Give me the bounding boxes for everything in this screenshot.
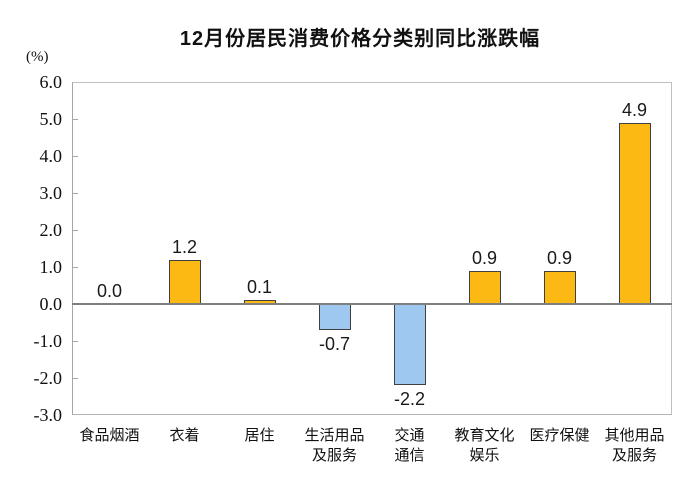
x-tick-label-line: 通信	[394, 447, 425, 464]
x-tick-label-line: 娱乐	[469, 447, 500, 464]
plot-area	[72, 82, 672, 415]
bar-value-label: -2.2	[393, 389, 426, 410]
x-tick-label-line: 医疗保健	[529, 427, 590, 444]
y-tick-mark	[72, 378, 78, 379]
x-tick-label-line: 交通	[394, 427, 425, 444]
bar-医疗保健	[543, 270, 576, 304]
bar-value-label: -0.7	[318, 333, 351, 354]
x-tick-label-line: 及服务	[311, 447, 357, 464]
x-tick-label-其他用品及服务: 其他用品 及服务	[589, 426, 681, 466]
zero-line	[72, 303, 672, 305]
y-axis-unit-label: (%)	[26, 49, 49, 65]
y-tick-label: 1.0	[39, 257, 63, 277]
y-tick-label: 4.0	[39, 146, 63, 166]
x-tick-label-衣着: 衣着	[139, 426, 231, 446]
bar-教育文化娱乐	[468, 270, 501, 304]
x-tick-label-教育文化娱乐: 教育文化 娱乐	[439, 426, 531, 466]
x-tick-label-line: 衣着	[169, 427, 200, 444]
bar-交通通信	[393, 304, 426, 386]
bar-value-label: 0.0	[96, 281, 123, 301]
y-tick-label: 2.0	[39, 220, 63, 240]
x-tick-label-line: 生活用品	[304, 427, 365, 444]
x-tick-label-line: 食品烟酒	[79, 427, 140, 444]
bar-value-label: 0.9	[546, 247, 573, 268]
y-tick-mark	[72, 156, 78, 157]
bar-衣着	[168, 259, 201, 304]
y-tick-mark	[72, 193, 78, 194]
y-tick-label: -3.0	[33, 405, 63, 425]
x-tick-label-生活用品及服务: 生活用品 及服务	[289, 426, 381, 466]
y-tick-mark	[72, 230, 78, 231]
y-tick-label: 3.0	[39, 183, 63, 203]
y-tick-mark	[72, 119, 78, 120]
chart-title: 12月份居民消费价格分类别同比涨跌幅	[179, 28, 541, 50]
x-tick-label-line: 其他用品	[604, 427, 665, 444]
x-tick-label-医疗保健: 医疗保健	[514, 426, 606, 446]
y-tick-mark	[72, 267, 78, 268]
x-tick-label-line: 居住	[244, 427, 275, 444]
bar-value-label: 0.9	[471, 247, 498, 268]
y-tick-label: 6.0	[39, 72, 63, 92]
bar-其他用品及服务	[618, 122, 651, 304]
x-tick-label-line: 及服务	[611, 447, 657, 464]
y-tick-mark	[72, 341, 78, 342]
bar-value-label: 1.2	[171, 236, 198, 257]
x-tick-label-line: 教育文化	[454, 427, 515, 444]
x-tick-label-交通通信: 交通 通信	[364, 426, 456, 466]
bar-value-label: 4.9	[621, 99, 648, 120]
x-tick-label-居住: 居住	[214, 426, 306, 446]
y-tick-label: 5.0	[39, 109, 63, 129]
bar-生活用品及服务	[318, 304, 351, 330]
y-tick-label: -2.0	[33, 368, 63, 388]
y-tick-label: -1.0	[33, 331, 63, 351]
x-tick-label-食品烟酒: 食品烟酒	[64, 426, 156, 446]
y-tick-label: 0.0	[39, 294, 63, 314]
bar-value-label: 0.1	[246, 277, 273, 298]
